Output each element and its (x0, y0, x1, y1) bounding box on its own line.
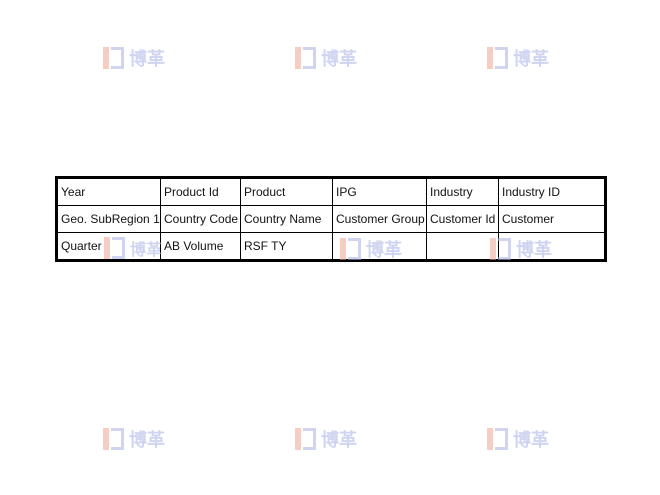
table-cell: Product Id (160, 177, 241, 206)
watermark-text: 博革 (321, 49, 357, 70)
watermark-text: 博革 (513, 49, 549, 70)
watermark-logo: 博革 (295, 426, 357, 452)
cell-text: AB Volume (164, 239, 224, 253)
table-cell: Year (56, 177, 161, 206)
table-cell: AB Volume (160, 232, 241, 261)
cell-text: Quarter (61, 239, 102, 253)
cell-text: IPG (336, 185, 357, 199)
table-row: Year Product Id Product IPG Industry Ind… (56, 177, 606, 206)
cell-text: Product (244, 185, 286, 199)
table-cell: Geo. SubRegion 1 (56, 205, 161, 233)
table-cell: IPG (332, 177, 427, 206)
table-cell: RSF TY (240, 232, 333, 261)
table-cell: Customer Id (426, 205, 499, 233)
cell-text: Country Code (164, 212, 239, 226)
field-table: Year Product Id Product IPG Industry Ind… (55, 176, 607, 262)
table-cell: Customer Group (332, 205, 427, 233)
logo-icon (103, 47, 125, 69)
logo-icon (295, 47, 317, 69)
table-row: Quarter AB Volume RSF TY (56, 232, 606, 261)
cell-text: Customer (502, 212, 555, 226)
cell-text: Customer Id (430, 212, 496, 226)
cell-text: Industry ID (502, 185, 561, 199)
watermark-logo: 博革 (295, 45, 357, 71)
cell-text: Product Id (164, 185, 219, 199)
table-cell (426, 232, 499, 261)
watermark-logo: 博革 (487, 426, 549, 452)
watermark-text: 博革 (513, 430, 549, 451)
table-cell: Country Name (240, 205, 333, 233)
logo-icon (103, 428, 125, 450)
table-row: Geo. SubRegion 1 Country Code Country Na… (56, 205, 606, 233)
cell-text: Customer Group (336, 212, 425, 226)
table-cell: Industry (426, 177, 499, 206)
logo-icon (295, 428, 317, 450)
logo-icon (487, 428, 509, 450)
table-cell (332, 232, 427, 261)
watermark-logo: 博革 (103, 45, 165, 71)
cell-text: Industry (430, 185, 473, 199)
watermark-logo: 博革 (487, 45, 549, 71)
table-cell: Industry ID (498, 177, 606, 206)
watermark-text: 博革 (129, 430, 165, 451)
cell-text: Year (61, 185, 86, 199)
table-cell (498, 232, 606, 261)
table-cell: Product (240, 177, 333, 206)
cell-text: RSF TY (244, 239, 287, 253)
watermark-text: 博革 (321, 430, 357, 451)
table-cell: Customer (498, 205, 606, 233)
cell-text: Country Name (244, 212, 322, 226)
logo-icon (487, 47, 509, 69)
cell-text: Geo. SubRegion 1 (61, 212, 160, 226)
watermark-logo: 博革 (103, 426, 165, 452)
table-cell: Country Code (160, 205, 241, 233)
watermark-text: 博革 (129, 49, 165, 70)
table-cell: Quarter (56, 232, 161, 261)
